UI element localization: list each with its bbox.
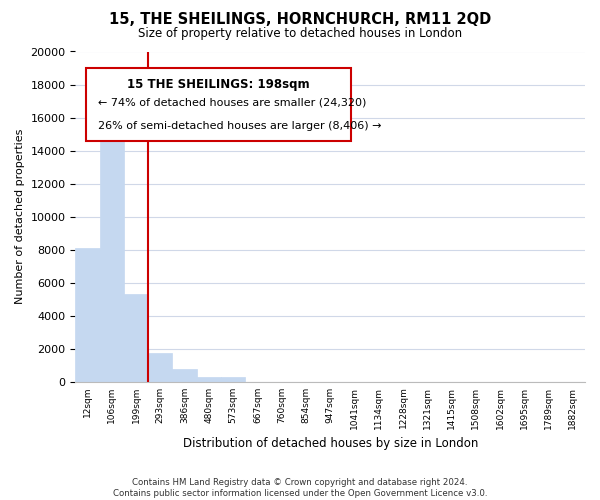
Bar: [76, 248, 100, 382]
Bar: [100, 110, 124, 382]
Bar: [124, 294, 148, 382]
Text: Size of property relative to detached houses in London: Size of property relative to detached ho…: [138, 28, 462, 40]
X-axis label: Distribution of detached houses by size in London: Distribution of detached houses by size …: [182, 437, 478, 450]
Text: ← 74% of detached houses are smaller (24,320): ← 74% of detached houses are smaller (24…: [98, 98, 367, 108]
Text: 26% of semi-detached houses are larger (8,406) →: 26% of semi-detached houses are larger (…: [98, 121, 382, 131]
Bar: [221, 377, 245, 382]
Text: 15, THE SHEILINGS, HORNCHURCH, RM11 2QD: 15, THE SHEILINGS, HORNCHURCH, RM11 2QD: [109, 12, 491, 28]
Text: Contains HM Land Registry data © Crown copyright and database right 2024.
Contai: Contains HM Land Registry data © Crown c…: [113, 478, 487, 498]
FancyBboxPatch shape: [86, 68, 350, 140]
Bar: [148, 353, 172, 382]
Bar: [197, 376, 221, 382]
Y-axis label: Number of detached properties: Number of detached properties: [15, 129, 25, 304]
Text: 15 THE SHEILINGS: 198sqm: 15 THE SHEILINGS: 198sqm: [127, 78, 310, 91]
Bar: [172, 370, 197, 382]
